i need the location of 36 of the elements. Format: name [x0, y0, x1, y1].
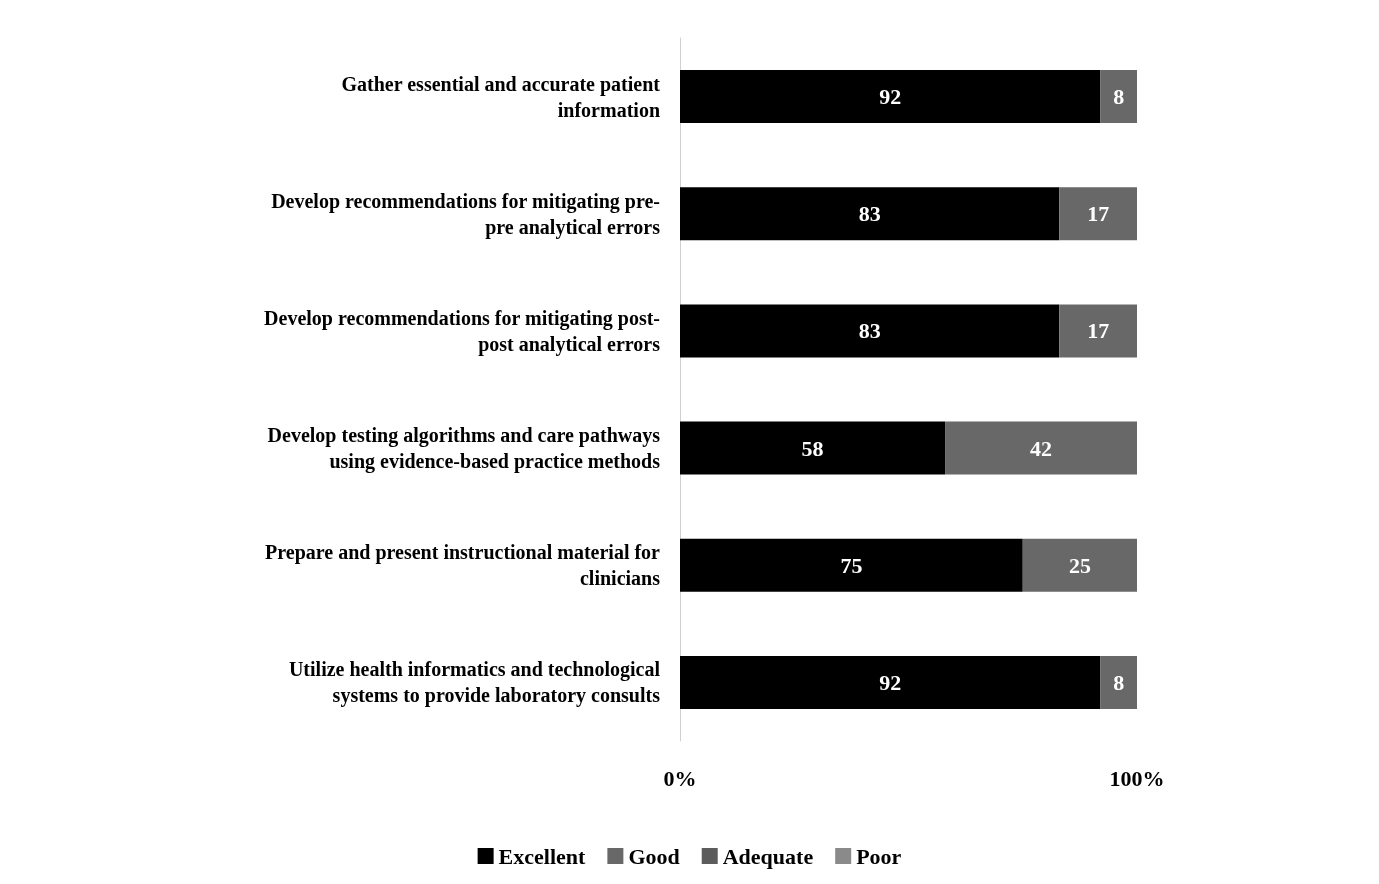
x-tick-label: 100%	[1109, 765, 1165, 791]
bar	[945, 421, 1137, 475]
data-label: 8	[1113, 669, 1125, 695]
data-label: 17	[1087, 201, 1110, 227]
data-label: 83	[858, 201, 881, 227]
bar	[1059, 187, 1137, 241]
bar	[680, 538, 1023, 592]
y-tick-label: Develop recommendations for mitigating post- post analytical errors	[264, 306, 661, 356]
data-label: 8	[1113, 84, 1125, 110]
x-tick-label: 0%	[663, 765, 697, 791]
data-label: 17	[1087, 318, 1110, 344]
data-label: 25	[1068, 552, 1091, 578]
bar	[680, 655, 1101, 709]
legend-label: Poor	[856, 843, 902, 869]
bar	[1022, 538, 1137, 592]
y-tick-label: Utilize health informatics and technological systems to provide laboratory consults	[288, 658, 661, 708]
data-label: 58	[801, 435, 824, 461]
y-tick-label: Gather essential and accurate patient information	[341, 72, 661, 121]
data-label: 42	[1030, 435, 1053, 461]
legend-label: Excellent	[498, 843, 587, 869]
data-label: 83	[858, 318, 881, 344]
y-tick-label: Develop recommendations for mitigating pre- pre analytical errors	[271, 189, 661, 239]
bar	[680, 304, 1060, 358]
data-label: 75	[840, 552, 863, 578]
legend-label: Adequate	[722, 843, 814, 869]
bar	[1100, 655, 1137, 709]
bar	[680, 187, 1060, 241]
bar	[1100, 70, 1137, 124]
bar	[680, 421, 946, 475]
legend-label: Good	[628, 843, 680, 869]
y-tick-label: Prepare and present instructional material for clinicians	[265, 541, 661, 590]
bar	[680, 70, 1101, 124]
y-tick-label: Develop testing algorithms and care pathways using evidence-based practice methods	[267, 424, 661, 474]
bar	[1059, 304, 1137, 358]
data-label: 92	[879, 669, 902, 695]
data-label: 92	[879, 84, 902, 110]
